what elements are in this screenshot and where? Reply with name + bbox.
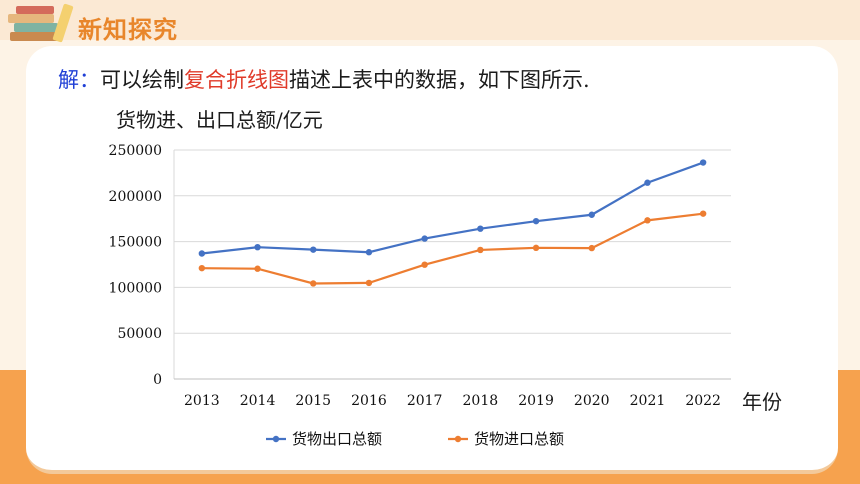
data-point: [588, 211, 595, 218]
data-point: [254, 265, 261, 272]
books-icon: [8, 3, 74, 43]
data-point: [198, 264, 206, 272]
data-point: [310, 246, 317, 253]
data-point: [477, 225, 484, 232]
solution-text-after: 描述上表中的数据，如下图所示.: [289, 68, 590, 92]
data-point: [365, 279, 373, 287]
x-tick-label: 2021: [630, 393, 666, 409]
y-tick-label: 150000: [109, 235, 162, 251]
y-tick-label: 250000: [109, 143, 162, 159]
chart-y-axis-label: 货物进、出口总额/亿元: [116, 108, 323, 132]
data-point: [644, 179, 651, 186]
data-point: [588, 244, 595, 252]
data-point: [699, 210, 707, 217]
data-point: [532, 244, 540, 252]
data-point: [365, 249, 373, 256]
x-tick-label: 2019: [518, 393, 554, 409]
data-point: [198, 250, 206, 257]
series-line-1: [201, 161, 704, 255]
data-point: [532, 217, 540, 225]
section-title: 新知探究: [78, 16, 178, 44]
legend-label: 货物进口总额: [474, 430, 564, 448]
x-tick-label: 2014: [240, 393, 276, 409]
x-tick-label: 2016: [351, 393, 387, 409]
y-tick-label: 50000: [117, 326, 162, 342]
y-tick-label: 0: [153, 372, 162, 388]
y-tick-label: 100000: [109, 280, 162, 296]
x-tick-label: 2018: [463, 393, 499, 409]
x-tick-label: 2015: [295, 393, 331, 409]
chart-x-axis-label: 年份: [742, 390, 782, 414]
header-band: [0, 0, 860, 40]
solution-text-before: 可以绘制: [100, 68, 184, 92]
data-point: [699, 159, 707, 166]
x-tick-label: 2020: [574, 393, 610, 409]
legend-label: 货物出口总额: [292, 430, 382, 448]
legend-swatch-marker: [272, 435, 280, 443]
x-tick-label: 2013: [184, 393, 220, 409]
content-card: [26, 46, 838, 474]
series-line-2: [201, 212, 704, 285]
data-point: [644, 217, 651, 224]
data-point: [477, 246, 484, 254]
y-tick-label: 200000: [109, 189, 162, 205]
data-point: [254, 243, 261, 251]
data-point: [310, 280, 317, 287]
x-tick-label: 2017: [407, 393, 443, 409]
solution-prefix: 解：: [58, 68, 100, 92]
solution-text: 解：可以绘制复合折线图描述上表中的数据，如下图所示.: [58, 64, 590, 94]
solution-highlight: 复合折线图: [184, 68, 289, 92]
data-point: [421, 235, 428, 242]
data-point: [421, 261, 428, 268]
legend-swatch-marker: [454, 435, 462, 443]
x-tick-label: 2022: [685, 393, 721, 409]
